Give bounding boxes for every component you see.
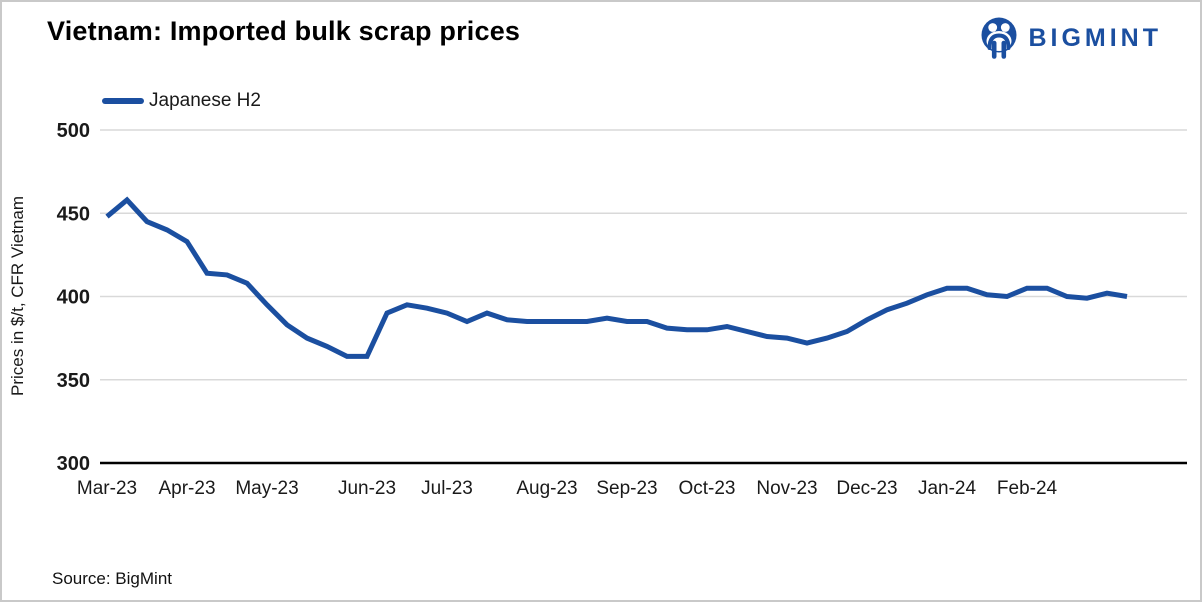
y-tick-label: 450: [57, 203, 90, 225]
source-note: Source: BigMint: [52, 569, 172, 588]
x-tick-label: Feb-24: [997, 478, 1058, 499]
legend-label: Japanese H2: [149, 90, 261, 111]
brand-name: BIGMINT: [1028, 23, 1162, 52]
y-tick-label: 500: [57, 120, 90, 142]
y-tick-label: 400: [57, 287, 90, 309]
x-tick-label: Nov-23: [756, 478, 817, 499]
x-tick-label: Jan-24: [918, 478, 977, 499]
legend-line-swatch: [102, 98, 144, 104]
brand-logo: BIGMINT: [979, 15, 1162, 61]
x-tick-label: Aug-23: [516, 478, 577, 499]
y-tick-label: 300: [57, 453, 90, 475]
chart-legend: Japanese H2: [102, 90, 261, 112]
bigmint-logo-icon: [979, 15, 1019, 61]
y-tick-label: 350: [57, 370, 90, 392]
series-line-japanese-h2: [105, 196, 1128, 359]
page-title: Vietnam: Imported bulk scrap prices: [47, 16, 521, 46]
x-tick-label: Sep-23: [596, 478, 657, 499]
x-tick-label: Oct-23: [678, 478, 735, 499]
x-tick-label: Apr-23: [158, 478, 215, 499]
x-tick-label: Mar-23: [77, 478, 137, 499]
x-tick-label: Jun-23: [338, 478, 396, 499]
x-tick-label: Jul-23: [421, 478, 473, 499]
x-tick-label: May-23: [235, 478, 298, 499]
x-tick-label: Dec-23: [836, 478, 897, 499]
